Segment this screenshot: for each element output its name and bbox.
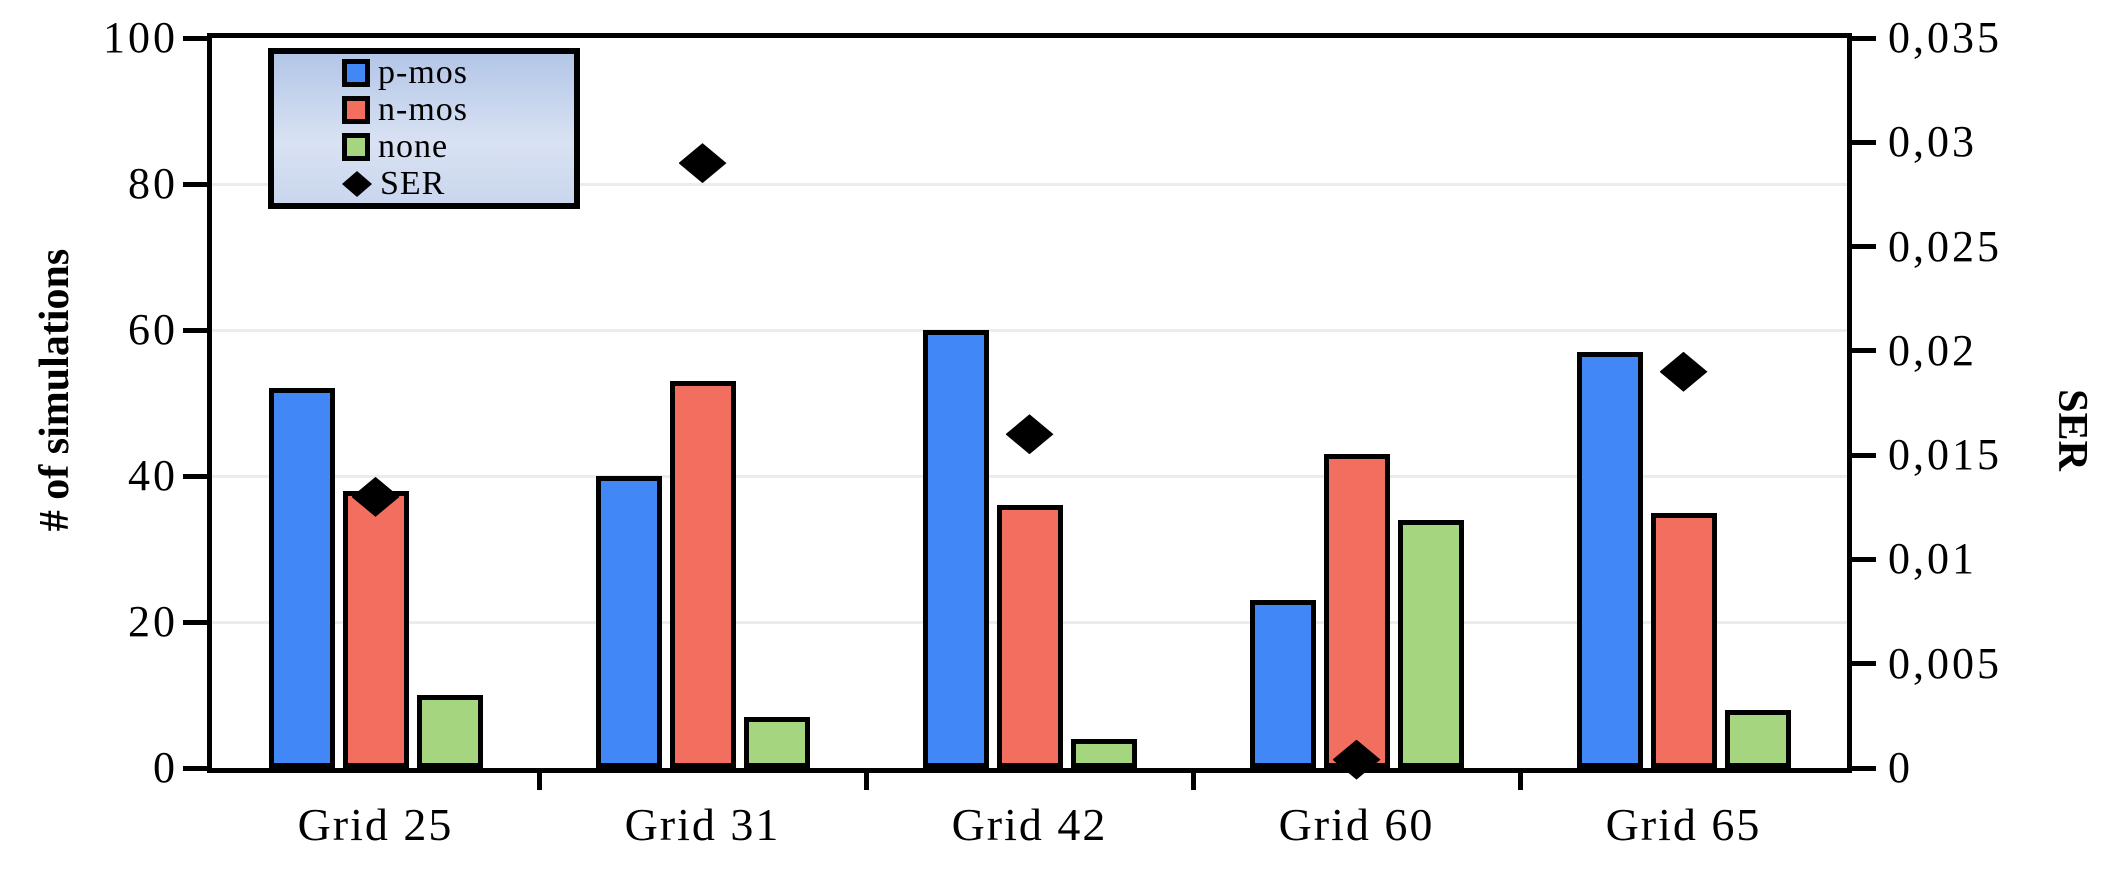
left-axis-tick-label: 60 bbox=[128, 305, 178, 354]
right-axis-tick bbox=[1852, 244, 1876, 250]
bar-n-mos-grid-31 bbox=[669, 381, 736, 768]
none-swatch-icon bbox=[342, 133, 370, 161]
right-axis-tick bbox=[1852, 348, 1876, 354]
category-label-grid-42: Grid 42 bbox=[951, 799, 1108, 850]
left-axis-tick-label: 100 bbox=[103, 13, 178, 62]
bar-n-mos-grid-65 bbox=[1650, 512, 1717, 768]
nmos-swatch-icon bbox=[342, 96, 370, 124]
bar-none-grid-60 bbox=[1397, 519, 1464, 768]
right-axis-tick-label: 0,015 bbox=[1888, 430, 2002, 480]
left-axis-tick-label: 0 bbox=[153, 743, 178, 792]
legend-item-pmos: p-mos bbox=[342, 54, 574, 92]
x-axis-boundary-tick bbox=[536, 773, 542, 790]
bar-n-mos-grid-42 bbox=[996, 505, 1063, 768]
right-axis-tick bbox=[1852, 765, 1876, 771]
bar-p-mos-grid-31 bbox=[595, 476, 662, 768]
bar-none-grid-31 bbox=[743, 716, 810, 768]
left-axis-tick bbox=[183, 35, 207, 41]
left-axis-tick bbox=[183, 327, 207, 333]
left-axis-tick-label: 40 bbox=[128, 451, 178, 500]
legend-item-none: none bbox=[342, 128, 574, 166]
ser-marker-grid-42 bbox=[1005, 414, 1054, 455]
right-axis-tick-label: 0,03 bbox=[1888, 117, 1977, 167]
right-axis-tick-label: 0,035 bbox=[1888, 13, 2002, 62]
right-axis-tick bbox=[1852, 661, 1876, 667]
gridline-40 bbox=[212, 474, 1847, 478]
bar-none-grid-42 bbox=[1070, 738, 1137, 768]
right-axis-tick bbox=[1852, 139, 1876, 145]
category-label-grid-65: Grid 65 bbox=[1605, 799, 1762, 850]
right-axis-tick bbox=[1852, 35, 1876, 41]
left-axis-tick bbox=[183, 181, 207, 187]
legend-label: p-mos bbox=[378, 54, 468, 91]
right-axis-tick-label: 0,025 bbox=[1888, 221, 2002, 271]
bar-p-mos-grid-25 bbox=[268, 388, 335, 768]
ser-marker-grid-31 bbox=[678, 143, 727, 184]
bar-n-mos-grid-60 bbox=[1323, 454, 1390, 768]
left-axis-tick bbox=[183, 473, 207, 479]
plot-area bbox=[207, 33, 1852, 780]
x-axis-boundary-tick bbox=[863, 773, 869, 790]
left-axis-tick-label: 20 bbox=[128, 597, 178, 646]
bar-p-mos-grid-65 bbox=[1576, 351, 1643, 768]
gridline-80 bbox=[212, 182, 1847, 186]
right-axis-tick-label: 0,005 bbox=[1888, 638, 2002, 688]
category-label-grid-60: Grid 60 bbox=[1278, 799, 1435, 850]
ser-diamond-icon bbox=[342, 171, 372, 197]
ser-marker-grid-65 bbox=[1659, 351, 1708, 392]
gridline-60 bbox=[212, 328, 1847, 332]
legend-item-ser: SER bbox=[342, 165, 574, 203]
left-axis-tick-label: 80 bbox=[128, 159, 178, 208]
category-label-grid-31: Grid 31 bbox=[624, 799, 781, 850]
legend-label: n-mos bbox=[378, 91, 468, 128]
x-axis-boundary-tick bbox=[1517, 773, 1523, 790]
bar-p-mos-grid-60 bbox=[1249, 600, 1316, 768]
legend-label: none bbox=[378, 128, 449, 165]
left-axis-tick bbox=[183, 765, 207, 771]
right-axis-tick-label: 0,02 bbox=[1888, 325, 1977, 375]
left-axis-tick bbox=[183, 619, 207, 625]
legend-item-nmos: n-mos bbox=[342, 91, 574, 129]
bar-n-mos-grid-25 bbox=[342, 490, 409, 768]
bar-none-grid-65 bbox=[1724, 709, 1791, 768]
right-axis-tick-label: 0 bbox=[1888, 743, 1913, 792]
right-axis-tick-label: 0,01 bbox=[1888, 534, 1977, 584]
right-axis-tick bbox=[1852, 556, 1876, 562]
pmos-swatch-icon bbox=[342, 59, 370, 87]
right-axis-tick bbox=[1852, 452, 1876, 458]
bar-none-grid-25 bbox=[416, 695, 483, 768]
bar-p-mos-grid-42 bbox=[922, 330, 989, 768]
category-label-grid-25: Grid 25 bbox=[297, 799, 454, 850]
legend: p-mos n-mos none SER bbox=[268, 48, 580, 209]
legend-label: SER bbox=[380, 165, 446, 202]
x-axis-boundary-tick bbox=[1190, 773, 1196, 790]
